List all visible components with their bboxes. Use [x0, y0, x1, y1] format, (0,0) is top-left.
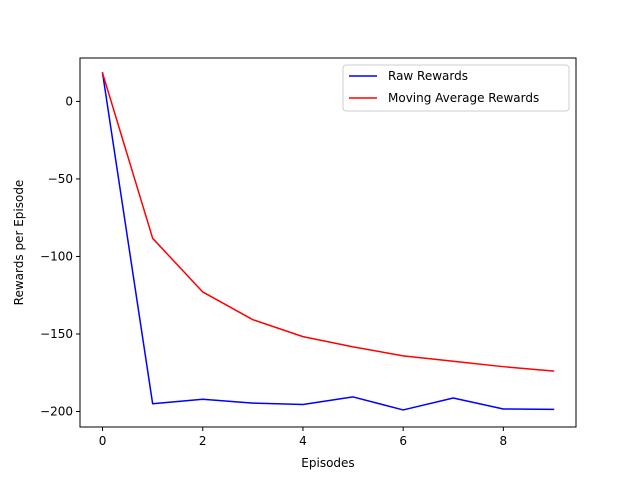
series-line-raw-rewards [101, 72, 555, 411]
x-axis-label: Episodes [301, 456, 354, 470]
plot-frame [79, 57, 577, 428]
x-tick-label: 8 [500, 434, 508, 448]
axes-layer [79, 57, 577, 428]
y-tick-label: −50 [48, 172, 73, 186]
x-tick-label: 4 [299, 434, 307, 448]
y-axis-label: Rewards per Episode [12, 180, 26, 306]
y-tick-label: 0 [65, 94, 73, 108]
legend-label-raw-rewards: Raw Rewards [388, 69, 468, 83]
series-line-moving-average-rewards [101, 72, 555, 372]
plot-area [80, 58, 576, 427]
legend: Raw Rewards Moving Average Rewards [342, 64, 570, 112]
y-tick-label: −150 [40, 327, 73, 341]
x-tick-label: 0 [99, 434, 107, 448]
series-layer [101, 72, 555, 411]
x-tick-label: 6 [399, 434, 407, 448]
y-tick-label: −200 [40, 404, 73, 418]
legend-box [342, 64, 570, 112]
x-ticks: 0 2 4 6 8 [99, 427, 507, 448]
y-ticks: 0 −50 −100 −150 −200 [40, 94, 80, 418]
y-tick-label: −100 [40, 249, 73, 263]
x-tick-label: 2 [199, 434, 207, 448]
legend-label-moving-average: Moving Average Rewards [388, 91, 539, 105]
